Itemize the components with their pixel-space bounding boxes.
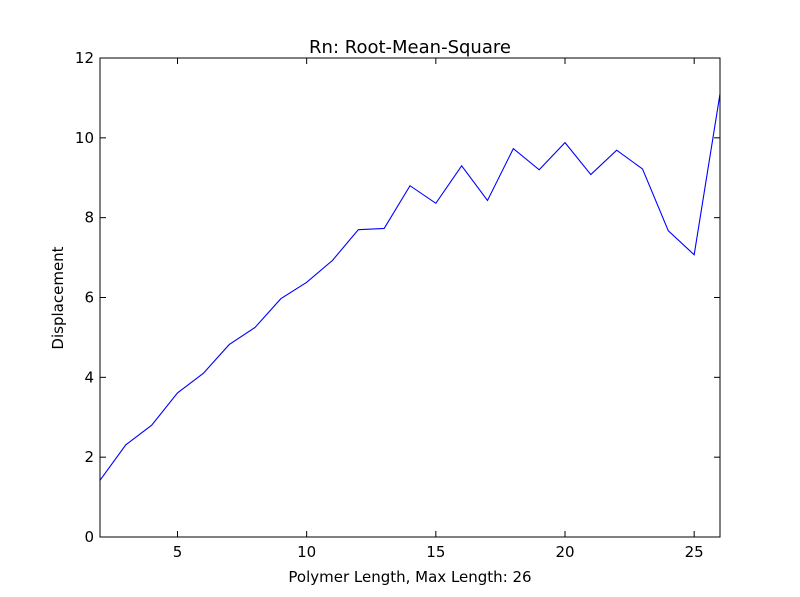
- x-tick-label-4: 25: [685, 543, 704, 561]
- x-tick-label-1: 10: [297, 543, 316, 561]
- chart-title: Rn: Root-Mean-Square: [309, 37, 511, 58]
- y-tick-label-2: 4: [84, 368, 94, 386]
- y-axis-label: Displacement: [49, 246, 67, 349]
- plot-marks: [99, 93, 721, 481]
- x-axis-label: Polymer Length, Max Length: 26: [288, 568, 531, 586]
- x-tick-label-2: 15: [426, 543, 445, 561]
- y-tick-label-4: 8: [84, 209, 94, 227]
- axis-ticks: 5 10 15 20 25 0 2 4 6 8 10 12: [75, 49, 720, 561]
- y-tick-label-6: 12: [75, 49, 94, 67]
- y-tick-label-1: 2: [84, 448, 94, 466]
- series-line-0: [99, 93, 721, 481]
- y-tick-label-3: 6: [84, 289, 94, 307]
- x-tick-label-3: 20: [555, 543, 574, 561]
- y-tick-label-0: 0: [84, 528, 94, 546]
- y-tick-label-5: 10: [75, 129, 94, 147]
- plot-frame: [99, 57, 721, 538]
- x-tick-label-0: 5: [173, 543, 183, 561]
